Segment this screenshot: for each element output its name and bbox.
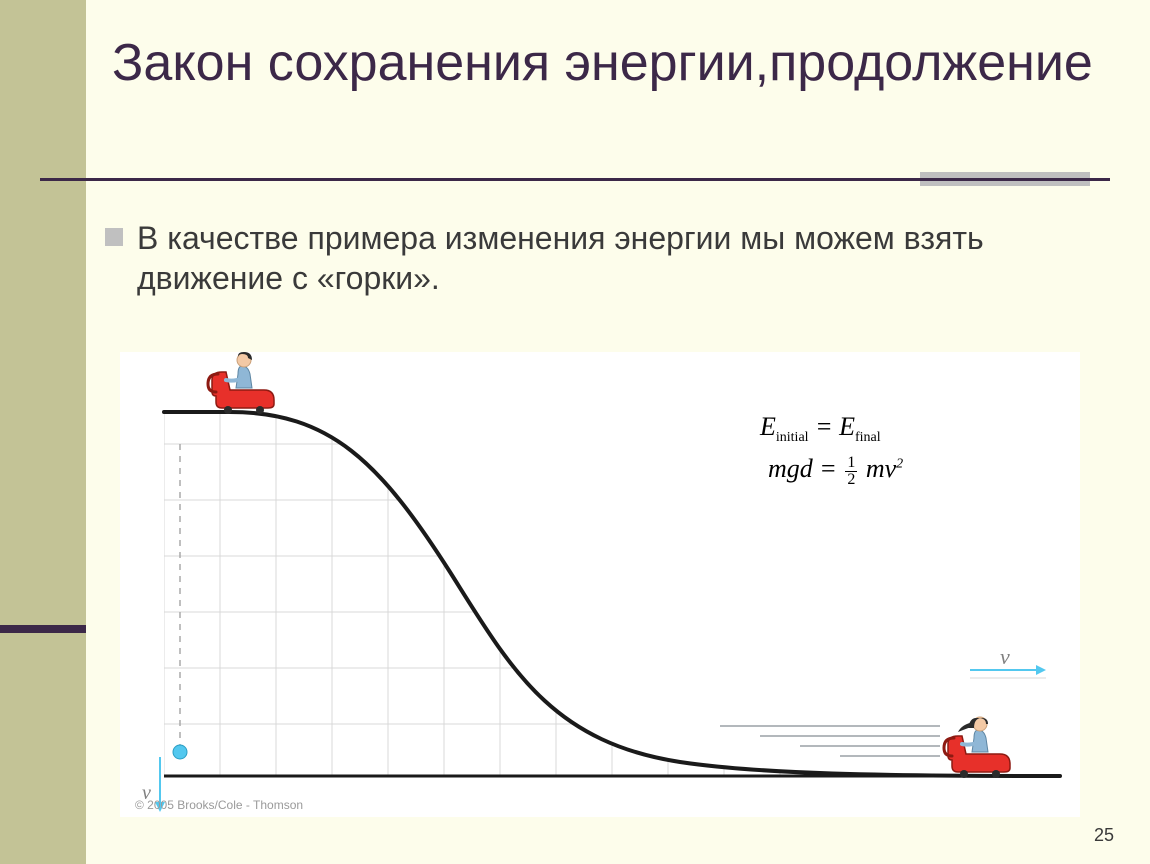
physics-figure: Einitial = Efinal mgd = 12 mv2 v v — [120, 352, 1080, 817]
equation-energy: Einitial = Efinal — [760, 412, 881, 446]
title-rule — [40, 178, 1110, 181]
side-strip — [0, 0, 86, 864]
figure-copyright: © 2005 Brooks/Cole - Thomson — [135, 798, 303, 812]
slide: Закон сохранения энергии,продолжение В к… — [0, 0, 1150, 864]
bullet-row: В качестве примера изменения энергии мы … — [105, 218, 1077, 298]
bullet-text: В качестве примера изменения энергии мы … — [137, 218, 1077, 298]
slide-title: Закон сохранения энергии,продолжение — [112, 34, 1093, 94]
figure-svg — [120, 352, 1080, 817]
bullet-marker-icon — [105, 228, 123, 246]
velocity-label-right: v — [1000, 644, 1010, 670]
equation-mgd: mgd = 12 mv2 — [768, 454, 903, 488]
side-accent — [0, 625, 86, 633]
page-number: 25 — [1094, 825, 1114, 846]
